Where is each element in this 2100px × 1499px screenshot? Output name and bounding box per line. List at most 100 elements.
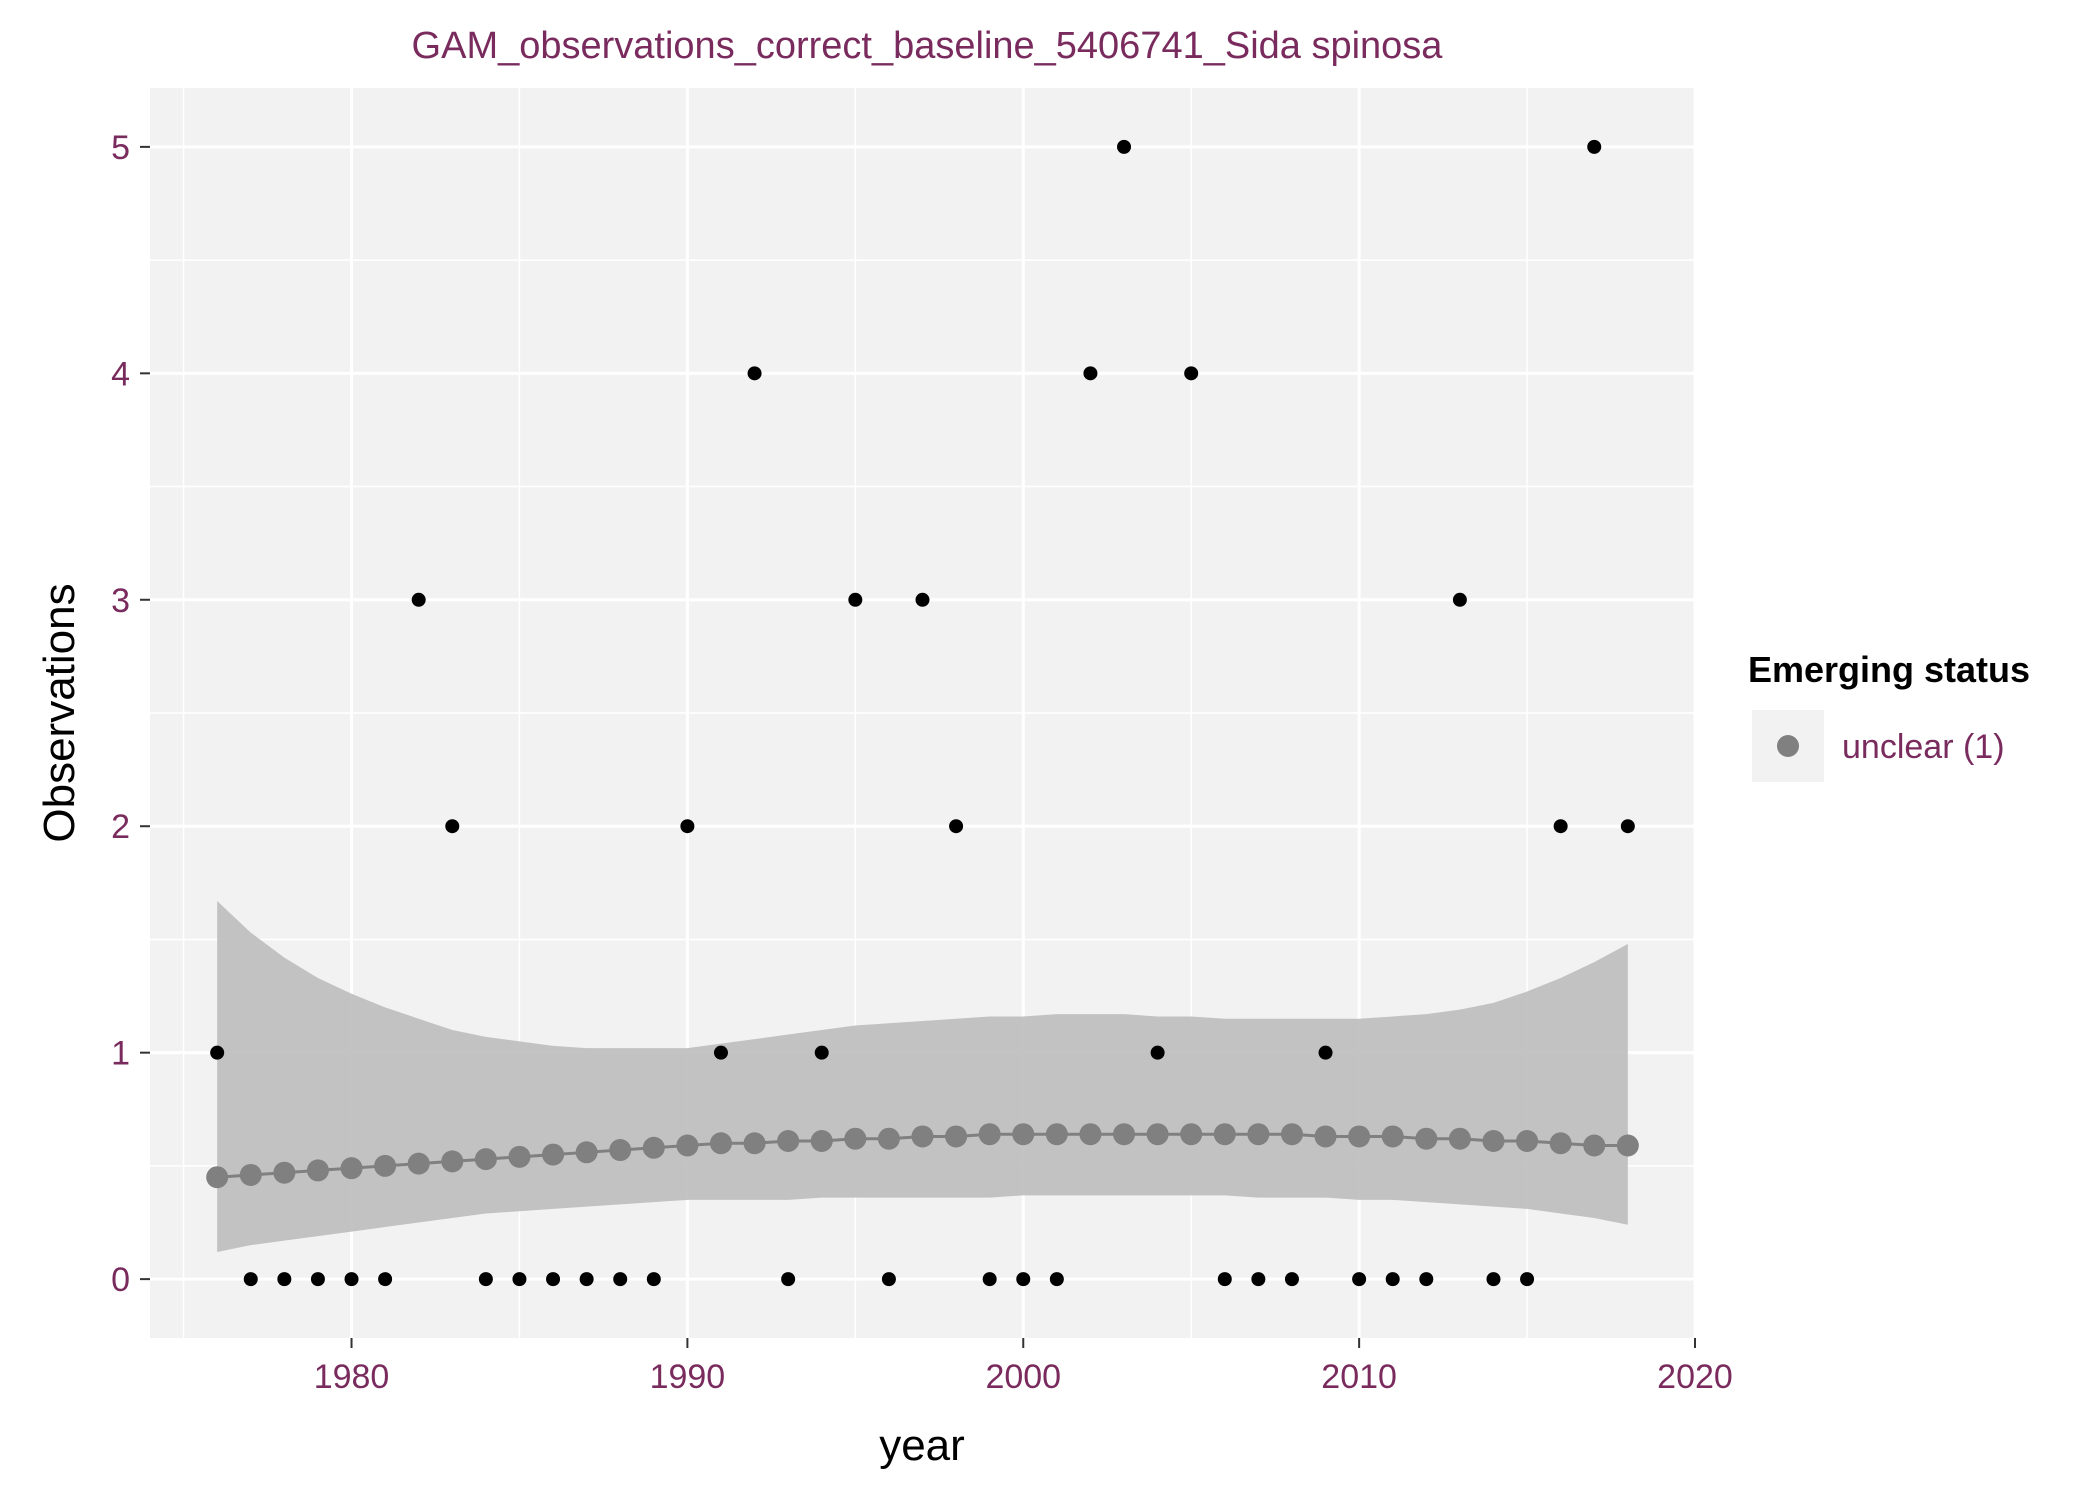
observation-point [1419, 1272, 1434, 1287]
observation-point [1117, 139, 1132, 154]
observation-point [646, 1272, 661, 1287]
observation-point [1150, 1045, 1165, 1060]
observation-point [613, 1272, 628, 1287]
observation-point [1452, 592, 1467, 607]
fit-point [810, 1129, 833, 1152]
observation-point [1620, 819, 1635, 834]
observation-point [1318, 1045, 1333, 1060]
y-axis-title: Observations [35, 583, 84, 842]
fit-point [1516, 1129, 1539, 1152]
y-tick-label: 0 [111, 1261, 130, 1299]
observation-point [881, 1272, 896, 1287]
observation-point [411, 592, 426, 607]
fit-point [441, 1150, 464, 1173]
observation-point [1385, 1272, 1400, 1287]
fit-point [1012, 1123, 1035, 1146]
observation-point [1587, 139, 1602, 154]
y-tick-label: 3 [111, 582, 130, 620]
observation-point [1486, 1272, 1501, 1287]
fit-point [474, 1148, 497, 1171]
fit-point [777, 1129, 800, 1152]
fit-point [407, 1152, 430, 1175]
observation-point [915, 592, 930, 607]
observation-point [1083, 366, 1098, 381]
fit-point [1045, 1123, 1068, 1146]
observation-point [1553, 819, 1568, 834]
gam-fit-layer [206, 1123, 1639, 1189]
observation-point [982, 1272, 997, 1287]
fit-point [978, 1123, 1001, 1146]
fit-point [1616, 1134, 1639, 1157]
fit-point [1314, 1125, 1337, 1148]
observation-point [512, 1272, 527, 1287]
fit-point [1247, 1123, 1270, 1146]
fit-point [676, 1134, 699, 1157]
fit-point [340, 1157, 363, 1180]
observation-point [445, 819, 460, 834]
legend-title: Emerging status [1748, 649, 2030, 690]
fit-point [609, 1139, 632, 1162]
fit-point [273, 1161, 296, 1184]
x-axis-title: year [879, 1421, 965, 1470]
fit-point [1415, 1127, 1438, 1150]
observation-point [747, 366, 762, 381]
fit-point [1280, 1123, 1303, 1146]
y-tick-label: 5 [111, 129, 130, 167]
legend-entry-label: unclear (1) [1842, 728, 2005, 766]
observation-point [1184, 366, 1199, 381]
observation-point [1049, 1272, 1064, 1287]
observation-point [781, 1272, 796, 1287]
observation-point [1284, 1272, 1299, 1287]
observation-point [1217, 1272, 1232, 1287]
legend-key-point [1777, 735, 1799, 757]
fit-point [642, 1136, 665, 1159]
observation-point [949, 819, 964, 834]
observation-point [848, 592, 863, 607]
observation-point [546, 1272, 561, 1287]
observation-point [243, 1272, 258, 1287]
observation-point [378, 1272, 393, 1287]
fit-point [508, 1145, 531, 1168]
confidence-ribbon [217, 900, 1628, 1252]
x-tick-label: 2000 [985, 1358, 1061, 1396]
fit-point [1146, 1123, 1169, 1146]
y-tick-label: 1 [111, 1035, 130, 1073]
y-tick-label: 4 [111, 355, 130, 393]
x-tick-label: 1990 [650, 1358, 726, 1396]
fit-point [1381, 1125, 1404, 1148]
y-axis: 0 1 2 3 4 5 [111, 129, 150, 1299]
observation-point [1352, 1272, 1367, 1287]
fit-point [1448, 1127, 1471, 1150]
observation-point [579, 1272, 594, 1287]
x-tick-label: 2020 [1657, 1358, 1733, 1396]
observation-point [310, 1272, 325, 1287]
observation-point [1520, 1272, 1535, 1287]
fit-point [239, 1163, 262, 1186]
fit-point [1549, 1132, 1572, 1155]
y-tick-label: 2 [111, 808, 130, 846]
fit-point [1079, 1123, 1102, 1146]
observation-point [1251, 1272, 1266, 1287]
fit-point [709, 1132, 732, 1155]
fit-point [575, 1141, 598, 1164]
fit-point [877, 1127, 900, 1150]
fit-point [1180, 1123, 1203, 1146]
confidence-ribbon-layer [217, 900, 1628, 1252]
fit-point [206, 1166, 229, 1189]
observation-points [210, 139, 1635, 1287]
fit-point [306, 1159, 329, 1182]
fit-point [911, 1125, 934, 1148]
observation-point [1016, 1272, 1031, 1287]
observation-point [680, 819, 695, 834]
fit-point [1583, 1134, 1606, 1157]
x-axis: 1980 1990 2000 2010 2020 [314, 1338, 1733, 1396]
observation-point [210, 1045, 225, 1060]
observation-point [814, 1045, 829, 1060]
fit-point [844, 1127, 867, 1150]
observation-point [344, 1272, 359, 1287]
fit-point [374, 1154, 397, 1177]
x-tick-label: 2010 [1321, 1358, 1397, 1396]
fit-point [1482, 1129, 1505, 1152]
fit-point [542, 1143, 565, 1166]
